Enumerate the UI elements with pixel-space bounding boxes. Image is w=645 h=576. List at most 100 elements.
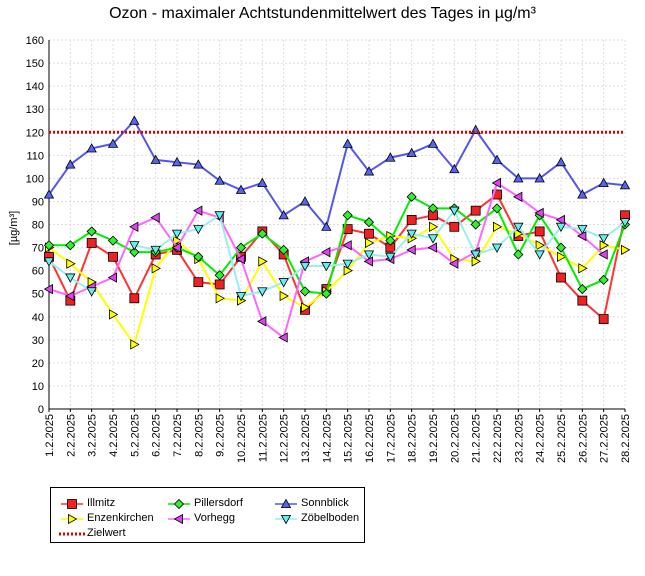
data-point	[299, 196, 311, 206]
data-point	[235, 242, 247, 253]
data-point	[364, 237, 375, 249]
data-point	[619, 179, 631, 190]
data-point	[513, 222, 524, 233]
data-point	[171, 242, 182, 253]
x-tick-label: 15.2.2025	[343, 414, 355, 463]
data-point	[534, 250, 545, 260]
data-point	[172, 235, 183, 246]
series-pillersdorf	[43, 191, 631, 299]
data-point	[65, 159, 76, 169]
chart-title: Ozon - maximaler Achtstundenmittelwert d…	[109, 5, 536, 22]
data-point	[534, 173, 545, 183]
data-point	[278, 332, 288, 343]
x-tick-label: 21.2.2025	[471, 414, 483, 463]
x-tick-label: 23.2.2025	[513, 414, 525, 463]
legend-label: Zöbelboden	[301, 512, 360, 524]
data-point	[321, 246, 331, 258]
data-point	[385, 152, 396, 162]
y-tick-label: 80	[32, 220, 44, 232]
x-tick-label: 10.2.2025	[236, 414, 248, 463]
data-point	[150, 212, 160, 223]
data-point	[513, 249, 524, 260]
data-point	[235, 291, 247, 302]
legend-symbol	[275, 515, 297, 525]
legend-symbol	[61, 513, 83, 525]
data-point	[108, 251, 118, 262]
data-point	[491, 154, 503, 164]
x-tick-label: 7.2.2025	[172, 414, 184, 457]
data-point	[363, 256, 374, 267]
x-tick-label: 14.2.2025	[321, 414, 333, 463]
series-line	[134, 208, 626, 298]
x-tick-label: 25.2.2025	[556, 414, 568, 463]
data-point	[619, 218, 631, 228]
y-tick-label: 50	[32, 289, 44, 301]
data-point	[193, 225, 204, 235]
x-tick-label: 18.2.2025	[407, 414, 419, 463]
data-point	[214, 211, 225, 221]
x-tick-label: 20.2.2025	[449, 414, 461, 463]
data-point	[278, 278, 289, 288]
y-tick-label: 150	[26, 58, 44, 70]
data-point	[470, 219, 481, 230]
data-point	[193, 277, 204, 288]
data-point	[86, 287, 97, 297]
data-point	[556, 272, 566, 283]
data-point	[65, 240, 76, 251]
y-tick-label: 10	[32, 381, 44, 393]
x-tick-label: 9.2.2025	[215, 414, 227, 457]
y-axis-label: [µg/m³]	[8, 211, 20, 245]
y-tick-label: 20	[32, 358, 44, 370]
legend-label: Enzenkirchen	[87, 512, 154, 524]
data-point	[577, 284, 588, 295]
data-point	[151, 263, 161, 274]
data-point	[598, 177, 609, 187]
data-point	[342, 240, 352, 251]
data-point	[193, 159, 204, 169]
x-tick-label: 27.2.2025	[599, 414, 611, 463]
data-point	[257, 287, 268, 297]
data-point	[129, 247, 140, 258]
data-point	[65, 290, 75, 302]
data-point	[427, 234, 439, 244]
data-point	[171, 229, 183, 240]
data-point	[65, 273, 76, 283]
x-tick-label: 2.2.2025	[65, 414, 77, 457]
data-point	[321, 262, 332, 272]
data-point	[599, 240, 609, 251]
data-point	[343, 265, 353, 276]
data-point	[578, 263, 588, 274]
data-point	[279, 290, 289, 302]
legend-label: Illmitz	[87, 497, 116, 509]
data-point	[321, 288, 332, 299]
data-point	[385, 252, 396, 263]
x-tick-label: 6.2.2025	[151, 414, 163, 457]
legend-symbol	[61, 499, 83, 509]
data-point	[107, 138, 119, 148]
data-point	[342, 259, 353, 270]
data-point	[406, 244, 416, 256]
data-point	[492, 221, 503, 232]
data-point	[470, 250, 481, 260]
data-point	[300, 302, 311, 313]
data-point	[491, 177, 502, 189]
data-point	[280, 498, 292, 509]
data-point	[621, 244, 631, 256]
data-point	[363, 250, 375, 260]
series-line	[48, 119, 626, 229]
data-point	[427, 203, 439, 214]
data-point	[150, 245, 161, 256]
data-point	[86, 143, 97, 153]
legend: Illmitz Pillersdorf Sonnblick Enzenkirchen V…	[50, 487, 365, 543]
y-tick-label: 140	[26, 81, 44, 93]
x-tick-label: 16.2.2025	[364, 414, 376, 463]
data-point	[406, 229, 417, 240]
data-point	[235, 184, 247, 194]
legend-label: Pillersdorf	[194, 497, 243, 509]
data-point	[555, 242, 567, 253]
series-sonnblick	[43, 115, 631, 231]
data-point	[278, 209, 289, 220]
legend-label: Zielwert	[87, 527, 126, 539]
y-tick-label: 0	[38, 404, 44, 416]
data-point	[385, 235, 396, 246]
